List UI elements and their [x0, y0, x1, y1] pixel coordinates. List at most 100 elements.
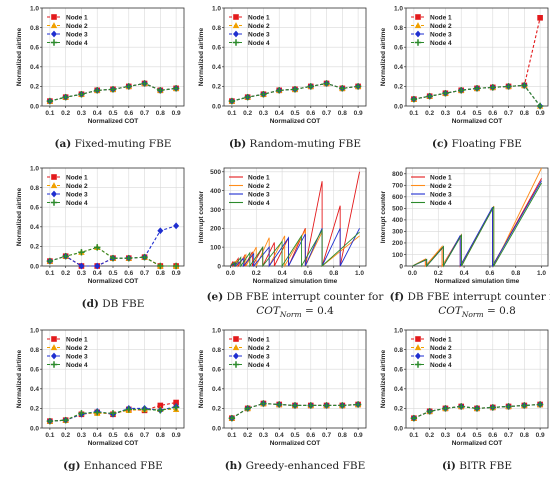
legend-marker-node-2	[232, 344, 240, 351]
chart-panel-a: 0.0 0.2 0.4 0.6 0.8 1.0 0.1 0.2 0.3 0.4 0.5 0.6 0.7 0…	[16, 5, 185, 150]
y-tick-label: 0.4	[30, 386, 39, 393]
data-point-node-4	[489, 404, 496, 411]
y-tick-label: 1.0	[30, 165, 39, 172]
data-point-node-4	[354, 401, 362, 408]
x-tick-label: 0.1	[227, 432, 236, 439]
x-tick-label: 0.3	[441, 432, 450, 439]
chart-panel-d: 0.0 0.2 0.4 0.6 0.8 1.0 0.1 0.2 0.3 0.4 0.5 0.6 0.7 0…	[16, 165, 185, 310]
legend-marker-node-4	[232, 39, 240, 46]
x-axis-label: Normalized COT	[270, 118, 321, 125]
y-tick-label: 0.8	[30, 185, 39, 192]
data-point-node-4	[244, 405, 251, 412]
x-tick-label: 0.4	[460, 270, 469, 277]
data-point-node-4	[228, 97, 236, 105]
y-axis-label: Normalized airtime	[16, 350, 23, 409]
legend-label: Node 2	[430, 183, 452, 190]
data-point-node-4	[109, 86, 117, 93]
x-tick-label: 0.6	[124, 432, 133, 439]
series-line-node-3	[230, 228, 360, 268]
x-axis-label: Normalized simulation time	[253, 278, 338, 285]
x-tick-label: 0.1	[409, 432, 418, 439]
data-point-node-4	[458, 403, 465, 410]
series-line-node-1	[230, 171, 360, 268]
caption-text: Random-muting FBE	[246, 138, 361, 150]
data-point-node-4	[260, 400, 267, 407]
legend-label: Node 2	[248, 345, 270, 352]
data-point-node-4	[62, 253, 69, 260]
data-point-node-4	[458, 87, 465, 94]
x-axis-label: Normalized simulation time	[435, 278, 520, 285]
caption-math-base: COT	[438, 305, 463, 317]
legend-label: Node 1	[248, 174, 270, 181]
y-axis-label: Normalized airtime	[198, 28, 205, 87]
data-point-node-4	[307, 83, 314, 90]
x-tick-label: 0.9	[536, 110, 545, 117]
x-tick-label: 0.3	[441, 110, 450, 117]
data-point-node-4	[323, 402, 330, 409]
data-point-node-4	[521, 82, 528, 89]
x-tick-label: 0.6	[306, 432, 315, 439]
y-tick-label: 0.8	[394, 347, 403, 354]
x-tick-label: 0.7	[140, 432, 149, 439]
data-point-node-4	[141, 253, 148, 261]
x-tick-label: 0.5	[290, 110, 299, 117]
x-tick-label: 0.6	[306, 110, 315, 117]
data-point-node-4	[228, 415, 236, 422]
x-tick-label: 0.9	[354, 110, 363, 117]
legend-marker-node-3	[51, 352, 57, 360]
data-point-node-4	[442, 405, 449, 412]
x-tick-label: 0.8	[338, 110, 347, 117]
x-tick-label: 0.8	[520, 432, 529, 439]
chart-panel-i: 0.0 0.2 0.4 0.6 0.8 1.0 0.1 0.2 0.3 0.4 0.5 0.6 0.7 0…	[380, 327, 549, 472]
x-tick-label: 0.7	[504, 110, 513, 117]
legend-label: Node 4	[66, 200, 88, 207]
x-tick-label: 0.1	[45, 110, 54, 117]
x-tick-label: 0.2	[243, 432, 252, 439]
chart-panel-f: 0 100 200 300 400 500 600 700 800 0.0 0.2 0.4 0.6 0.8…	[380, 167, 550, 319]
y-tick-label: 0.0	[30, 263, 39, 270]
x-tick-label: 0.7	[322, 432, 331, 439]
data-point-node-4	[157, 407, 164, 414]
y-tick-label: 0	[399, 263, 403, 270]
data-point-node-4	[291, 86, 299, 93]
x-tick-label: 0.4	[93, 432, 102, 439]
x-tick-label: 0.2	[425, 110, 434, 117]
legend-marker-node-4	[50, 361, 58, 368]
y-tick-label: 0.6	[30, 45, 39, 52]
series-line-node-4	[413, 84, 541, 107]
x-tick-label: 0.1	[409, 110, 418, 117]
x-tick-label: 0.5	[290, 432, 299, 439]
y-tick-label: 300	[210, 207, 221, 214]
data-point-node-1	[157, 402, 164, 409]
x-axis-label: Normalized COT	[452, 440, 503, 447]
y-tick-label: 0.2	[394, 84, 403, 91]
y-tick-label: 0.6	[394, 45, 403, 52]
data-point-node-4	[125, 83, 132, 90]
x-tick-label: 0.2	[434, 270, 443, 277]
x-tick-label: 0.8	[156, 432, 165, 439]
data-point-node-4	[141, 80, 148, 87]
data-point-node-4	[323, 80, 330, 87]
data-point-node-4	[141, 406, 148, 413]
panel-caption: (g) Enhanced FBE	[63, 460, 163, 472]
legend-label: Node 1	[430, 14, 452, 21]
panel-caption: (c) Floating FBE	[432, 138, 522, 150]
series-line-node-4	[412, 182, 542, 268]
legend-label: Node 4	[430, 200, 452, 207]
x-tick-label: 0.9	[172, 270, 181, 277]
y-tick-label: 0.0	[30, 425, 39, 432]
caption-letter: (d)	[82, 298, 99, 310]
x-tick-label: 0.4	[275, 110, 284, 117]
x-tick-label: 0.5	[108, 270, 117, 277]
legend-marker-node-4	[232, 361, 240, 368]
y-tick-label: 400	[392, 217, 403, 224]
caption-text: Floating FBE	[448, 138, 522, 150]
legend-label: Node 4	[248, 362, 270, 369]
caption-text: DB FBE interrupt counter for	[223, 291, 384, 303]
x-tick-label: 0.4	[93, 270, 102, 277]
